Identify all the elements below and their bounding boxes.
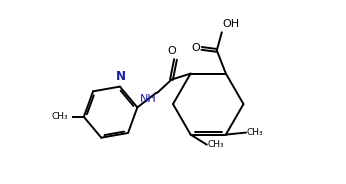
Text: O: O xyxy=(191,43,200,53)
Text: CH₃: CH₃ xyxy=(52,112,68,121)
Text: O: O xyxy=(167,46,176,56)
Text: N: N xyxy=(116,70,126,83)
Text: OH: OH xyxy=(223,19,240,29)
Text: CH₃: CH₃ xyxy=(247,128,263,137)
Text: CH₃: CH₃ xyxy=(207,140,224,149)
Text: NH: NH xyxy=(140,94,156,104)
